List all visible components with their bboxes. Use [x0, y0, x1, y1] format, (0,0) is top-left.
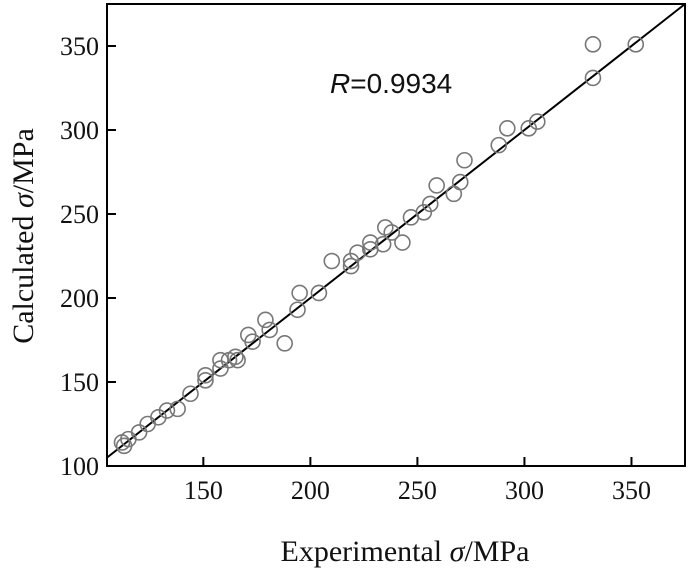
data-point: [428, 177, 445, 194]
data-point: [342, 252, 360, 270]
y-tick-label: 100: [60, 452, 99, 481]
plot-frame: [106, 3, 686, 467]
data-point: [212, 360, 229, 377]
y-tick-label: 250: [60, 200, 99, 229]
data-point: [362, 234, 379, 251]
axis-ticks: [107, 45, 633, 467]
data-point: [349, 244, 366, 261]
data-point: [310, 284, 328, 302]
data-point: [257, 311, 274, 329]
data-point: [394, 234, 411, 251]
data-point: [244, 333, 261, 350]
y-tick-label: 300: [60, 116, 99, 145]
data-points: [113, 36, 645, 455]
data-point: [139, 415, 156, 433]
data-point: [528, 113, 546, 130]
data-point: [197, 366, 214, 384]
data-point: [289, 301, 306, 319]
x-axis-label-symbol: σ: [450, 535, 466, 568]
annotation-symbol: R: [330, 68, 350, 99]
data-point: [182, 385, 199, 403]
data-point: [451, 173, 469, 191]
data-point: [499, 120, 516, 137]
data-point: [627, 36, 645, 53]
data-point: [342, 257, 360, 275]
y-tick-label: 350: [60, 32, 99, 61]
data-point: [490, 136, 508, 154]
y-tick-label: 200: [60, 284, 99, 313]
correlation-annotation: R=0.9934: [330, 68, 452, 99]
data-point: [383, 224, 401, 241]
data-point: [456, 151, 473, 169]
tick-labels: 150 200 250 300 350 100 150 200 250 300 350: [60, 32, 651, 505]
x-tick-label: 300: [505, 476, 544, 505]
x-tick-label: 250: [398, 476, 437, 505]
data-point: [169, 400, 186, 418]
x-axis-label-suffix: /MPa: [464, 535, 529, 568]
x-tick-label: 150: [184, 476, 223, 505]
data-point: [374, 235, 392, 253]
y-axis-label-prefix: Calculated: [7, 208, 40, 344]
y-axis-label-symbol: σ: [7, 192, 40, 208]
data-point: [291, 284, 308, 302]
y-axis-label-suffix: /MPa: [7, 128, 40, 193]
data-point: [584, 36, 602, 53]
data-point: [323, 252, 341, 270]
x-axis-label: Experimental σ/MPa: [281, 535, 530, 568]
data-point: [261, 321, 278, 339]
x-axis-label-prefix: Experimental: [281, 535, 450, 568]
x-tick-label: 350: [612, 476, 651, 505]
annotation-value: =0.9934: [350, 68, 452, 99]
x-tick-label: 200: [291, 476, 330, 505]
plot-area: [106, 3, 686, 467]
data-point: [212, 351, 229, 369]
data-point: [229, 351, 246, 369]
data-point: [158, 402, 176, 419]
data-point: [584, 69, 602, 87]
data-point: [445, 185, 463, 203]
data-point: [415, 204, 433, 221]
y-axis-label: Calculated σ/MPa: [7, 128, 40, 344]
data-point: [227, 348, 244, 366]
data-point: [130, 424, 148, 441]
y-tick-label: 150: [60, 368, 99, 397]
data-point: [197, 372, 214, 389]
data-point: [421, 195, 439, 213]
data-point: [276, 335, 293, 352]
